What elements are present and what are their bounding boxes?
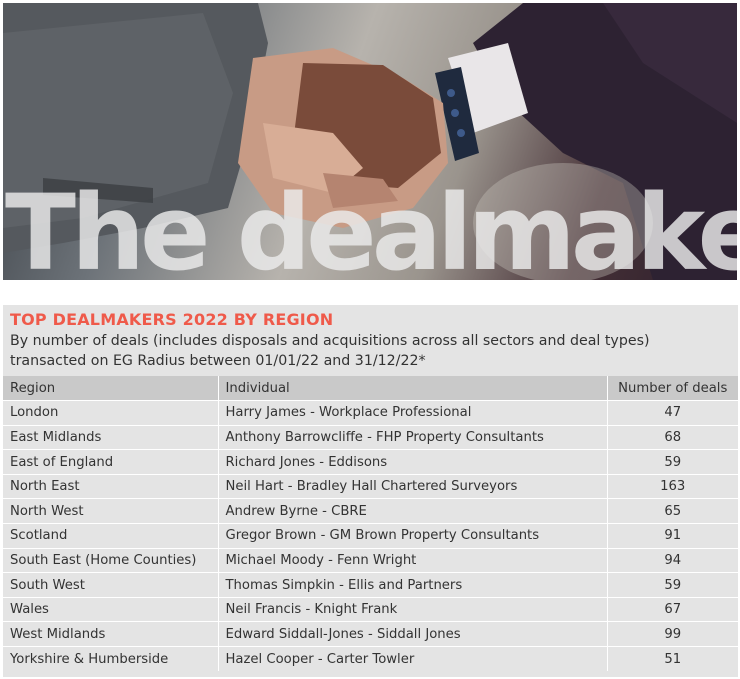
region-cell: Wales: [3, 596, 218, 622]
column-header-individual: Individual: [217, 376, 607, 401]
table-row: London Harry James - Workplace Professio…: [3, 400, 738, 426]
deals-cell: 94: [606, 547, 738, 573]
region-cell: East Midlands: [3, 424, 218, 450]
individual-cell: Edward Siddall-Jones - Siddall Jones: [217, 621, 607, 647]
region-cell: West Midlands: [3, 621, 218, 647]
individual-cell: Gregor Brown - GM Brown Property Consult…: [217, 523, 607, 549]
panel-header: TOP DEALMAKERS 2022 BY REGION By number …: [3, 305, 738, 376]
deals-cell: 67: [606, 596, 738, 622]
handshake-illustration: [3, 3, 737, 280]
hero-title: The dealmakers: [5, 172, 737, 280]
deals-cell: 51: [606, 646, 738, 672]
region-cell: London: [3, 400, 218, 426]
region-cell: Yorkshire & Humberside: [3, 646, 218, 672]
region-cell: South East (Home Counties): [3, 547, 218, 573]
region-cell: East of England: [3, 449, 218, 475]
panel-subtitle-line-2: transacted on EG Radius between 01/01/22…: [10, 353, 426, 369]
table-row: South West Thomas Simpkin - Ellis and Pa…: [3, 572, 738, 598]
individual-cell: Hazel Cooper - Carter Towler: [217, 646, 607, 672]
individual-cell: Andrew Byrne - CBRE: [217, 498, 607, 524]
dealmakers-table: Region Individual Number of deals London…: [3, 376, 738, 672]
deals-cell: 59: [606, 572, 738, 598]
table-header-row: Region Individual Number of deals: [3, 376, 738, 401]
region-cell: North East: [3, 473, 218, 499]
column-header-number-of-deals: Number of deals: [606, 376, 738, 401]
deals-cell: 68: [606, 424, 738, 450]
deals-cell: 163: [606, 473, 738, 499]
column-header-region: Region: [3, 376, 218, 401]
table-row: Scotland Gregor Brown - GM Brown Propert…: [3, 523, 738, 549]
table-row: North East Neil Hart - Bradley Hall Char…: [3, 473, 738, 499]
panel-subtitle-line-1: By number of deals (includes disposals a…: [10, 333, 650, 349]
region-cell: South West: [3, 572, 218, 598]
dealmakers-panel: TOP DEALMAKERS 2022 BY REGION By number …: [3, 305, 738, 678]
table-row: Yorkshire & Humberside Hazel Cooper - Ca…: [3, 646, 738, 672]
individual-cell: Neil Francis - Knight Frank: [217, 596, 607, 622]
panel-subtitle: By number of deals (includes disposals a…: [10, 331, 731, 371]
individual-cell: Richard Jones - Eddisons: [217, 449, 607, 475]
table-row: North West Andrew Byrne - CBRE 65: [3, 498, 738, 524]
region-cell: Scotland: [3, 523, 218, 549]
deals-cell: 91: [606, 523, 738, 549]
table-row: Wales Neil Francis - Knight Frank 67: [3, 596, 738, 622]
individual-cell: Thomas Simpkin - Ellis and Partners: [217, 572, 607, 598]
region-cell: North West: [3, 498, 218, 524]
deals-cell: 65: [606, 498, 738, 524]
deals-cell: 99: [606, 621, 738, 647]
deals-cell: 47: [606, 400, 738, 426]
deals-cell: 59: [606, 449, 738, 475]
table-row: West Midlands Edward Siddall-Jones - Sid…: [3, 621, 738, 647]
hero-image: The dealmakers: [3, 3, 737, 280]
table-row: East of England Richard Jones - Eddisons…: [3, 449, 738, 475]
individual-cell: Anthony Barrowcliffe - FHP Property Cons…: [217, 424, 607, 450]
individual-cell: Michael Moody - Fenn Wright: [217, 547, 607, 573]
table-row: South East (Home Counties) Michael Moody…: [3, 547, 738, 573]
individual-cell: Harry James - Workplace Professional: [217, 400, 607, 426]
panel-title: TOP DEALMAKERS 2022 BY REGION: [10, 310, 334, 329]
table-row: East Midlands Anthony Barrowcliffe - FHP…: [3, 424, 738, 450]
individual-cell: Neil Hart - Bradley Hall Chartered Surve…: [217, 473, 607, 499]
